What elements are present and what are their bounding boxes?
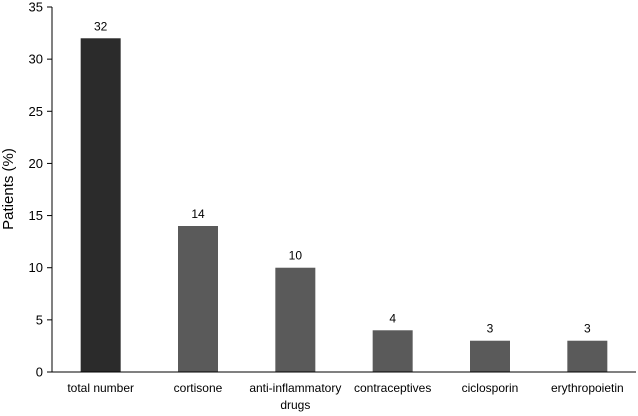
x-tick-label: anti-inflammatory drugs — [249, 381, 341, 412]
bars — [80, 38, 608, 373]
data-label: 10 — [289, 249, 303, 263]
y-axis-ticks: 0 5 10 15 20 25 30 35 — [29, 0, 52, 380]
data-label: 3 — [584, 322, 591, 336]
bar — [80, 38, 121, 373]
x-tick-label: total number — [67, 381, 134, 395]
x-axis-category-labels: total number cortisone anti-inflammatory dr… — [67, 381, 623, 412]
data-labels: 32 14 10 4 3 3 — [94, 19, 591, 335]
data-label: 4 — [389, 311, 396, 325]
y-axis-title: Patients (%) — [0, 148, 17, 230]
bar — [178, 226, 218, 372]
bar — [372, 330, 413, 372]
y-tick-label: 0 — [36, 365, 43, 380]
x-tick-label: ciclosporin — [462, 381, 519, 395]
y-tick-label: 15 — [29, 208, 43, 223]
bar — [567, 340, 608, 372]
data-label: 32 — [94, 19, 108, 33]
y-tick-label: 25 — [29, 104, 43, 119]
y-tick-label: 5 — [36, 312, 43, 327]
data-label: 14 — [191, 207, 205, 221]
bar — [470, 340, 510, 372]
y-tick-label: 10 — [29, 260, 43, 275]
y-tick-label: 30 — [29, 52, 43, 67]
bar — [275, 267, 316, 372]
y-tick-label: 20 — [29, 156, 43, 171]
x-tick-label: contraceptives — [354, 381, 431, 395]
data-label: 3 — [487, 322, 494, 336]
x-tick-label: cortisone — [174, 381, 223, 395]
y-tick-label: 35 — [29, 0, 43, 15]
x-tick-label: erythropoietin — [551, 381, 624, 395]
